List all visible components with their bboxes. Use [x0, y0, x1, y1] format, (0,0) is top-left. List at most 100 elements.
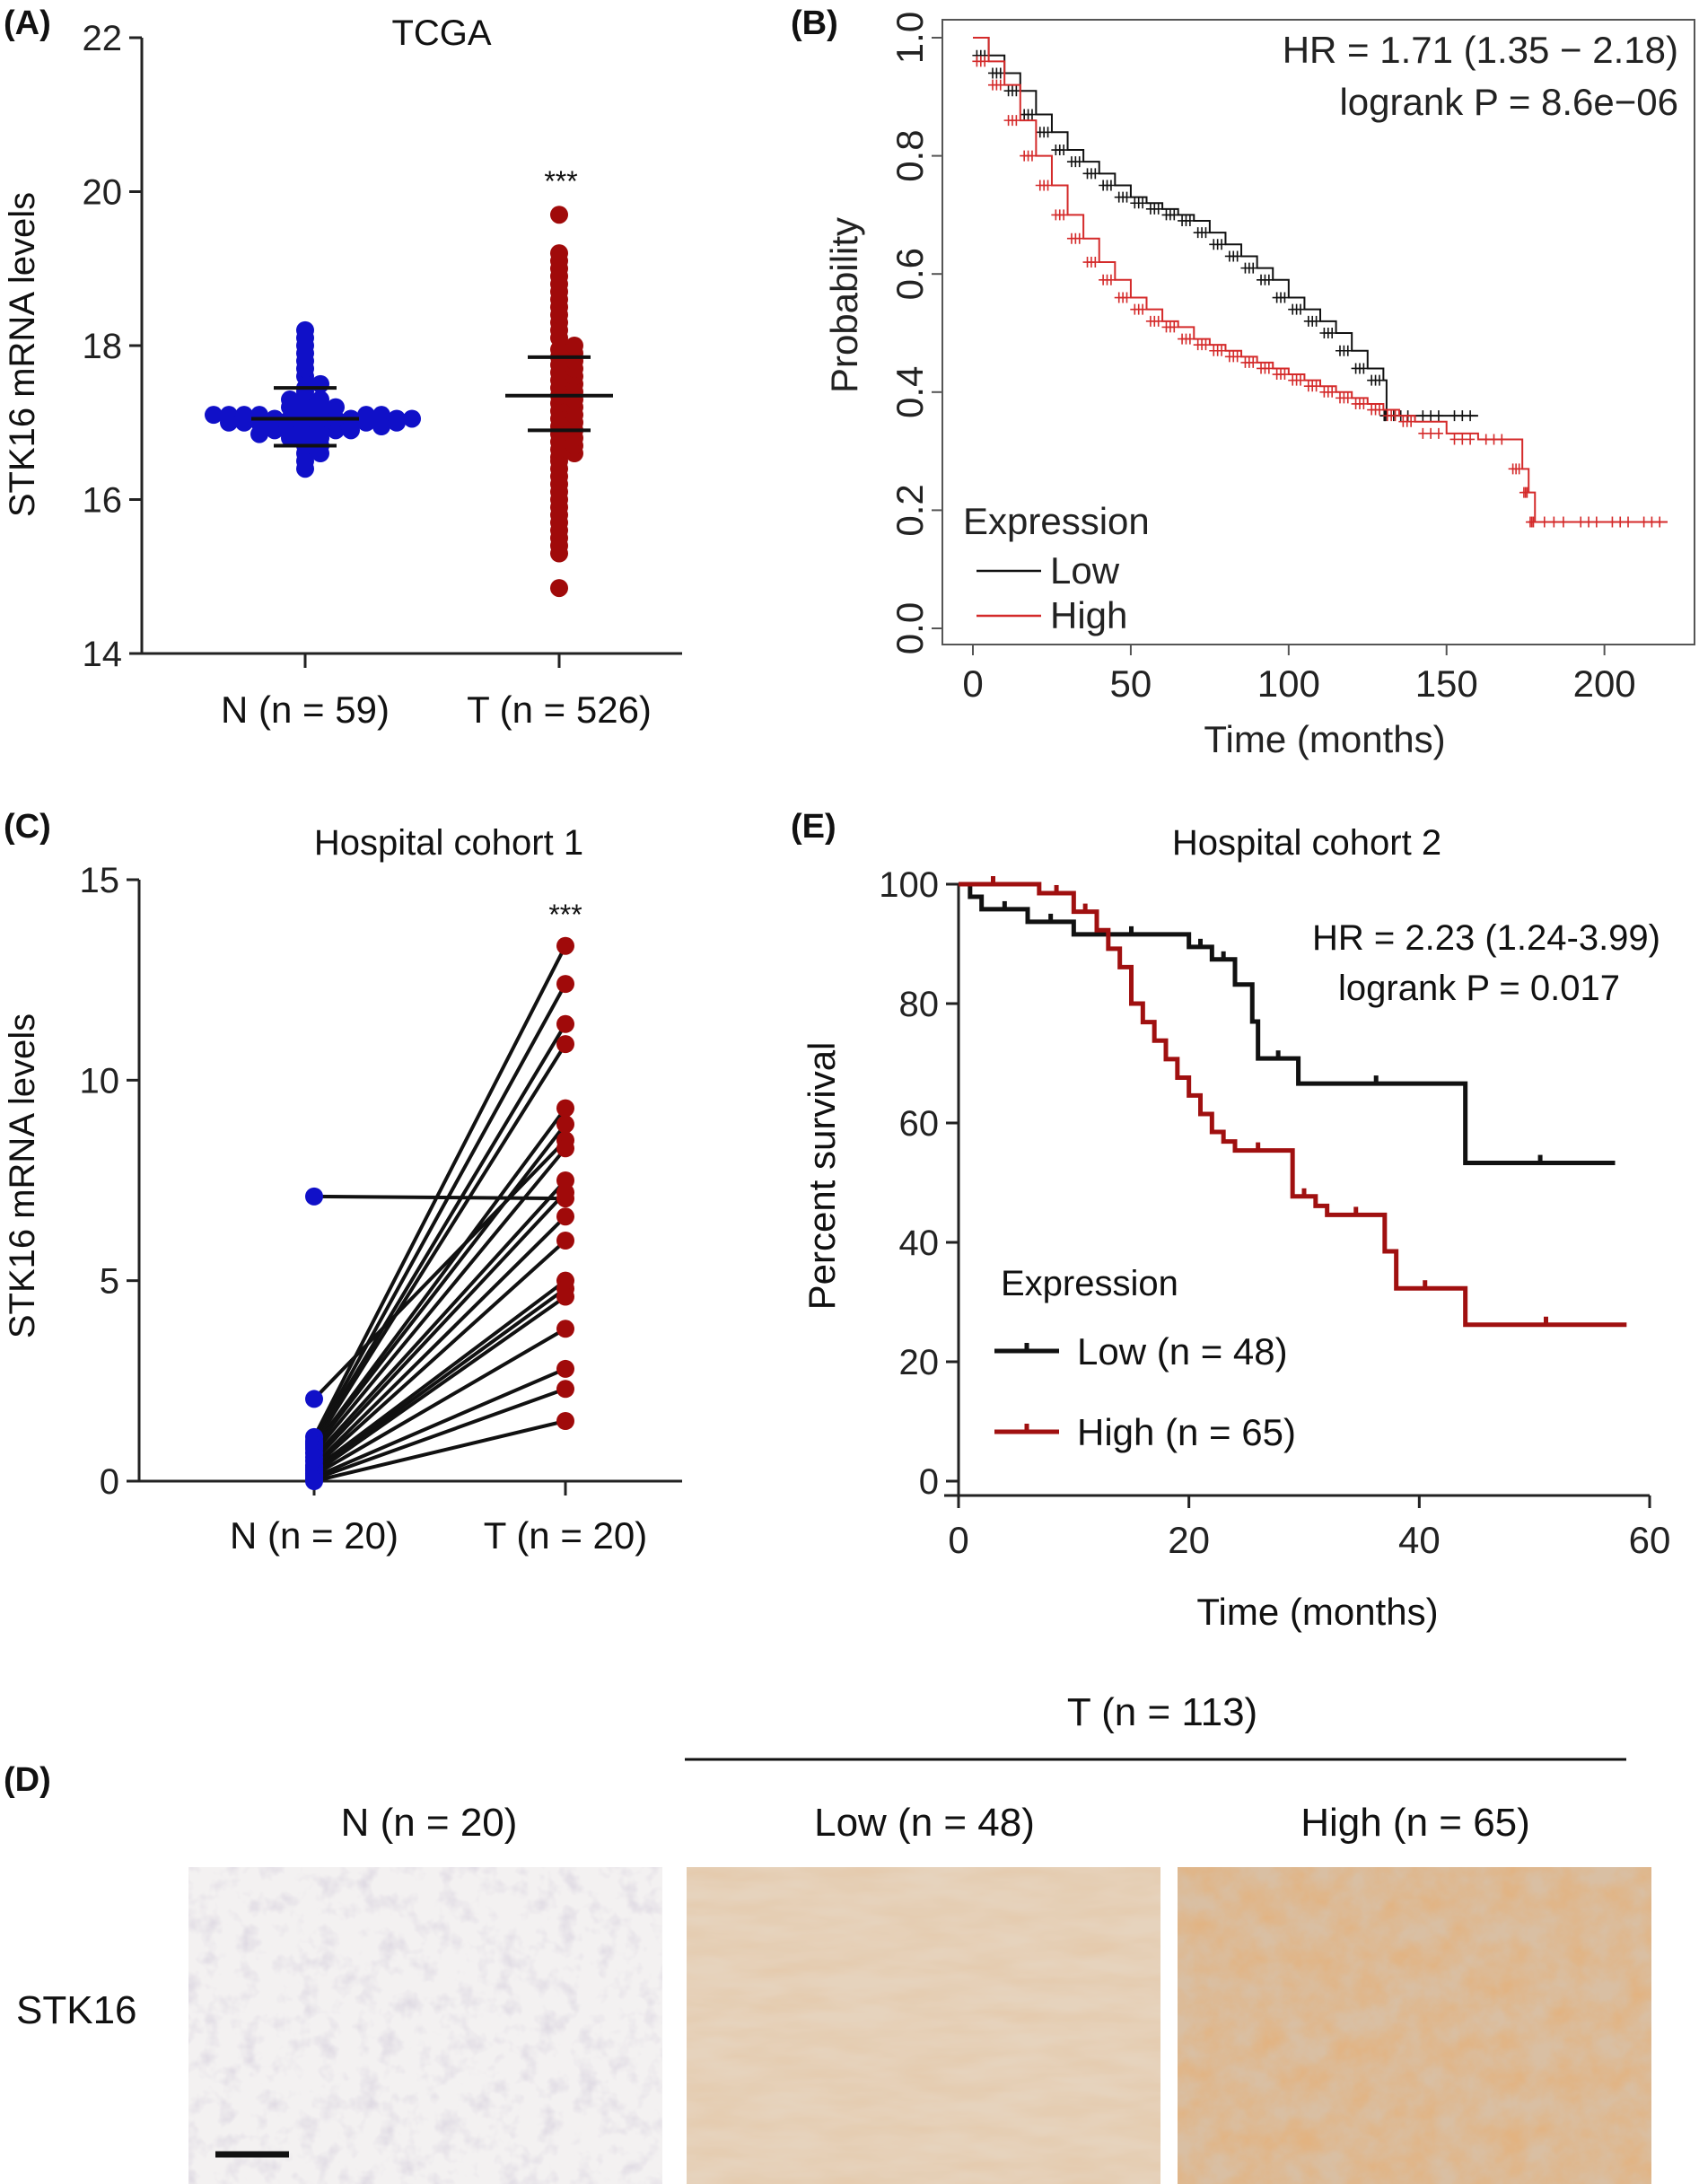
panel-b-censor-high: [1616, 516, 1625, 528]
panel-b-censor-high: [1106, 274, 1116, 285]
panel-b-censor-high: [1169, 321, 1179, 333]
panel-b-legend-title: Expression: [963, 500, 1150, 542]
panel-b-censor-high: [1449, 434, 1459, 445]
panel-c-pair-line: [312, 1239, 567, 1469]
panel-b-ytick-label: 0.4: [889, 366, 931, 418]
panel-d-row-label: STK16: [16, 1988, 137, 2032]
panel-e-curve-high: [959, 881, 1627, 1328]
panel-a-ytick-label: 16: [83, 481, 123, 521]
panel-c-point-t: [556, 1035, 574, 1054]
panel-b-censor-high: [1481, 434, 1491, 445]
panel-e-legend-high-label: High (n = 65): [1077, 1411, 1296, 1453]
panel-label-e: (E): [791, 808, 836, 846]
panel-b-censor-high: [1012, 115, 1021, 127]
panel-d-col-label-high: High (n = 65): [1301, 1801, 1530, 1845]
panel-b-censor-high: [1655, 516, 1665, 528]
panel-b-censor-low: [1138, 197, 1148, 209]
panel-b-censor-high: [1591, 516, 1601, 528]
panel-e-title: Hospital cohort 2: [1172, 823, 1441, 863]
panel-c-pair-line: [312, 944, 567, 1438]
panel-b-censor-high: [1539, 516, 1549, 528]
panel-a-point-n: [205, 406, 223, 425]
panel-b-censor-high: [1489, 434, 1499, 445]
panel-b-censor-high: [1497, 434, 1507, 445]
panel-a-significance: ***: [544, 165, 577, 197]
panel-b-censor-low: [1169, 209, 1179, 221]
panel-c-point-t: [556, 1183, 574, 1202]
panel-b-censor-high: [1248, 356, 1258, 368]
panel-b-xtick-label: 150: [1415, 662, 1478, 705]
panel-b-censor-low: [1090, 168, 1100, 180]
panel-a-ytick-label: 14: [83, 635, 123, 674]
panel-c-pair-line: [313, 1367, 566, 1479]
panel-a-point-t: [565, 337, 583, 355]
panel-a-point-n: [311, 374, 329, 393]
panel-b-censor-high: [1374, 404, 1384, 416]
panel-label-b: (B): [791, 4, 838, 42]
panel-d-group-header: T (n = 113): [1067, 1690, 1257, 1734]
panel-c-pair-line: [312, 1123, 567, 1451]
panel-b-censor-high: [1576, 516, 1586, 528]
panel-e-legend-title: Expression: [1001, 1264, 1178, 1303]
panel-b-censor-low: [1359, 363, 1369, 374]
panel-e-xtick-label: 40: [1398, 1519, 1441, 1561]
panel-b-censor-high: [1647, 516, 1657, 528]
panel-d-col-label-low: Low (n = 48): [814, 1801, 1035, 1845]
panel-c-pair-line: [312, 1146, 567, 1455]
panel-c-ytick-label: 15: [80, 861, 120, 900]
panel-b-censor-low: [1280, 292, 1290, 303]
panel-c-significance: ***: [548, 899, 582, 931]
panel-b-censor-high: [1549, 516, 1559, 528]
panel-d-ihc-images: T (n = 113) N (n = 20) Low (n = 48) High…: [16, 1690, 1651, 2184]
panel-b-censor-low: [1012, 85, 1021, 97]
panel-c-pair-line: [312, 1286, 567, 1473]
panel-b-legend-low-label: Low: [1050, 549, 1120, 592]
panel-b-censor-low: [1185, 215, 1195, 226]
panel-c-point-t: [556, 1412, 574, 1430]
panel-b-censor-low: [1327, 328, 1337, 338]
panel-c-ylabel: STK16 mRNA levels: [3, 1013, 42, 1338]
panel-a-point-n: [357, 406, 375, 425]
panel-a-point-n: [250, 425, 268, 443]
panel-b-censor-high: [1418, 427, 1428, 439]
panel-b-censor-low: [1153, 203, 1163, 215]
panel-e-logrank-annotation: logrank P = 0.017: [1338, 969, 1620, 1008]
panel-c-title: Hospital cohort 1: [314, 823, 583, 863]
panel-b-censor-high: [1217, 345, 1227, 356]
panel-a-point-n: [403, 409, 421, 428]
panel-b-ylabel: Probability: [823, 217, 865, 393]
panel-b-censor-low: [1074, 156, 1084, 168]
panel-b-censor-high: [1027, 150, 1037, 162]
panel-b-censor-high: [1296, 374, 1306, 386]
panel-b-censor-high: [1043, 180, 1053, 191]
panel-b-xtick-label: 100: [1257, 662, 1320, 705]
panel-b-censor-high: [1528, 516, 1538, 528]
panel-b-frame: [941, 19, 1695, 645]
panel-a-xtick-t: T (n = 526): [467, 689, 652, 731]
panel-b-censor-low: [1343, 345, 1353, 356]
panel-b-censor-high: [1558, 516, 1568, 528]
panel-b-censor-high: [1232, 351, 1242, 363]
panel-c-pair-line: [312, 1179, 567, 1459]
panel-d-col-label-n: N (n = 20): [341, 1801, 518, 1845]
panel-c-point-t: [556, 1014, 574, 1033]
panel-a-point-n: [388, 413, 406, 432]
panel-b-censor-high: [1639, 516, 1649, 528]
ihc-image-normal: [188, 1867, 662, 2184]
panel-c-point-t: [556, 1359, 574, 1378]
panel-e-legend-low-label: Low (n = 48): [1077, 1330, 1288, 1373]
panel-b-censor-high: [980, 56, 990, 67]
panel-b-censor-high: [1584, 516, 1594, 528]
panel-b-censor-high: [1122, 292, 1132, 303]
panel-b-ytick-label: 1.0: [889, 12, 931, 64]
panel-b-censor-high: [1359, 398, 1369, 409]
panel-a-point-n: [296, 320, 314, 339]
panel-c-cohort1-chart: Hospital cohort 1 STK16 mRNA levels *** …: [3, 823, 682, 1557]
panel-c-ytick-label: 0: [100, 1462, 119, 1502]
panel-c-point-t: [556, 975, 574, 994]
panel-c-point-t: [556, 1380, 574, 1399]
panel-b-censor-low: [1027, 109, 1037, 120]
panel-e-ytick-label: 20: [899, 1343, 940, 1382]
panel-b-censor-high: [1311, 381, 1321, 392]
